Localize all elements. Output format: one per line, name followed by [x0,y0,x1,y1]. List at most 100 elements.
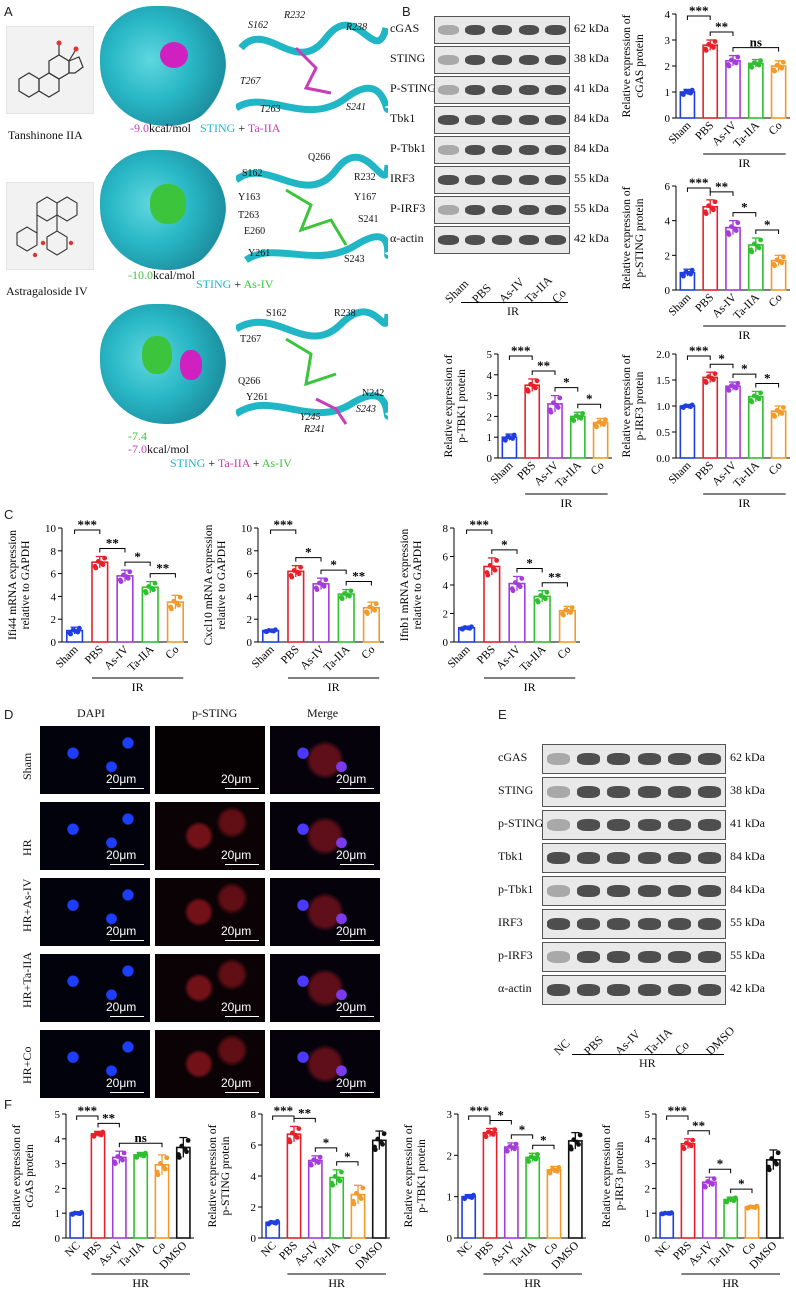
bar [679,405,696,459]
data-point [535,1152,540,1157]
data-point [569,605,575,610]
cap3-p2: + [249,456,262,470]
significance-bracket [118,1142,163,1148]
bar [524,384,541,459]
blot-band [637,852,661,864]
y-tick-label: 2 [247,614,253,626]
energy3b: -7.0kcal/mol [128,443,189,456]
significance-bracket [577,403,602,409]
y-axis-label: Relative expression of [403,1124,415,1227]
blot-band [545,84,566,96]
y-axis-label: Relative expression of [621,14,633,117]
blot-strip [434,16,570,44]
blot-band [698,885,722,897]
x-tick-label: Ta-IIA [518,643,549,674]
blot-band [576,786,601,798]
data-point [77,625,82,631]
micro-tile: 20μm [155,878,265,946]
scale-bar [340,1092,374,1093]
binding-site-2: S162 Q266 R232 Y163 Y167 T263 S241 E260 … [233,150,392,276]
y-tick-label: 0 [487,453,493,465]
res1-0: S162 [248,20,268,31]
x-tick-label: Sham [54,644,81,671]
bar [725,226,741,291]
bar [567,1140,583,1239]
blot-band [438,54,459,66]
y-axis-label: p-STING protein [220,1136,232,1215]
data-point [492,1127,498,1133]
blot-band [465,204,486,216]
caption-3: STING + Ta-IIA + As-IV [170,456,292,471]
energy1-unit: kcal/mol [149,121,191,135]
bar [725,59,741,119]
blot-lane-label: Co [672,1038,693,1058]
data-point [544,589,550,595]
blot-band [698,951,722,963]
x-tick-label: Co [164,643,182,661]
data-point [467,1194,473,1200]
x-tick-label: Ta-IIA [126,643,157,674]
x-tick-label: Co [556,643,574,661]
ta-ligand-blob-1 [160,42,188,68]
data-point [143,588,148,594]
blot-row-label: STING [390,51,426,65]
res2-1: Q266 [308,152,331,163]
significance-label: * [718,351,725,366]
y-axis-label: Ifi44 mRNA expression [7,530,19,640]
blot-row-label: p-STING [498,816,544,830]
data-point [570,416,576,422]
chart-c-cxcl10: Cxcl10 mRNA expression relative to GAPDH 0… [203,517,384,694]
energy2-value: -10.0 [128,268,153,282]
y-tick-label: 8 [443,523,449,535]
blot-band [667,885,692,897]
significance-label: * [764,370,771,385]
y-tick-label: 6 [251,1140,257,1152]
blot-band [545,174,566,186]
data-point [370,606,376,612]
y-tick-label: 6 [51,569,57,581]
blot-band [545,54,566,66]
data-point [491,565,496,571]
data-point [689,267,695,273]
data-point [775,1150,781,1156]
res3-7: Y245 [300,412,321,423]
x-tick-label: Co [767,291,785,309]
blot-band [491,114,513,126]
group-label: HR [722,1276,739,1290]
sting-surface-1 [100,6,226,126]
data-point [174,600,180,606]
data-point [547,407,553,413]
data-point [735,380,741,386]
residues-3: S162 R238 T267 Q266 Y261 N242 S243 Y245 … [236,304,388,436]
data-point [92,563,98,569]
scale-text: 20μm [106,848,137,862]
blot-strip [542,942,726,972]
data-point [723,1198,729,1204]
significance-bracket [124,561,151,567]
blot-strip [434,136,570,164]
x-tick-label: Co [767,119,785,137]
y-tick-label: 2 [645,1183,651,1195]
y-tick-label: 2.0 [656,349,670,361]
res1-5: S241 [346,102,366,113]
y-tick-label: 0 [447,1233,453,1245]
blot-group-label: HR [639,1056,656,1070]
data-point [546,1169,552,1175]
significance-label: * [586,391,593,406]
data-point [703,209,708,215]
scale-bar [225,940,259,941]
data-point [703,46,708,52]
significance-label: *** [511,343,531,358]
blot-band [546,951,570,963]
blot-mw-label: 84 kDa [574,111,609,125]
bar [287,570,305,643]
data-point [687,1142,692,1147]
as-ligand-blob-3 [142,336,172,374]
micro-tile: 20μm [270,1030,380,1098]
panel-label-b: B [402,4,411,19]
blot-row-label: STING [498,783,534,797]
data-point [508,435,514,441]
data-point [75,1210,81,1216]
significance-label: *** [77,517,97,532]
blot-band [637,753,661,765]
